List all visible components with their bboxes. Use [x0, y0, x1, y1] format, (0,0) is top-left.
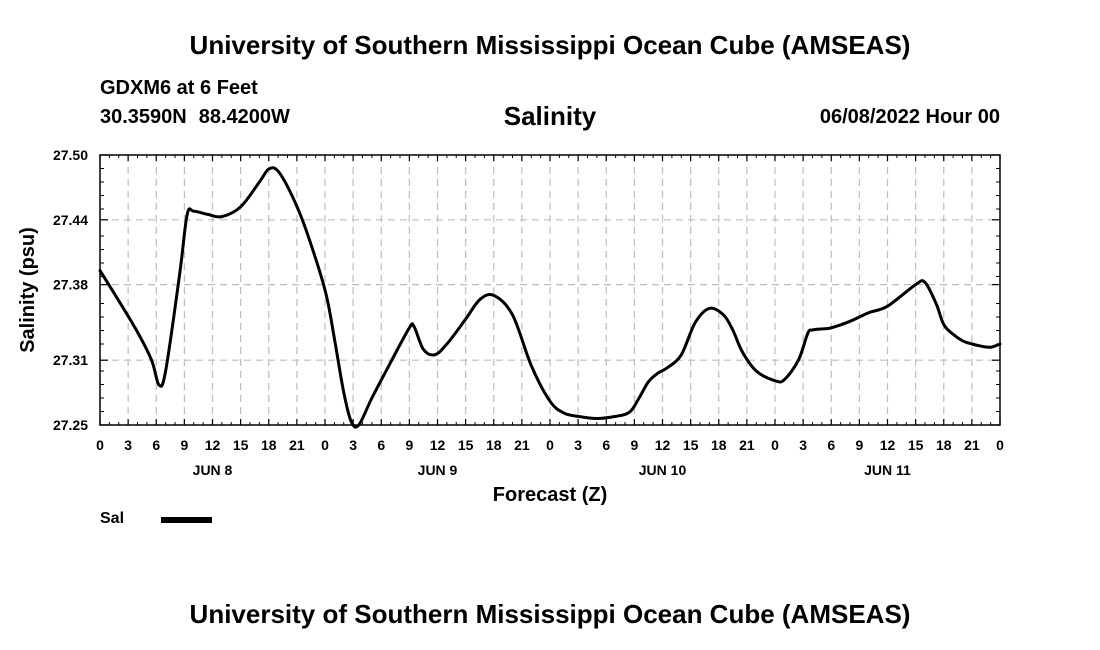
x-tick-label: 6: [602, 437, 610, 453]
x-tick-label: 15: [683, 437, 699, 453]
x-tick-label: 0: [546, 437, 554, 453]
day-label: JUN 8: [193, 462, 233, 478]
x-axis-label: Forecast (Z): [493, 484, 607, 506]
longitude-label: 88.4200W: [198, 106, 290, 128]
plot-frame: [99, 154, 1001, 426]
x-tick-label: 3: [124, 437, 132, 453]
x-tick-label: 18: [261, 437, 277, 453]
y-tick-label: 27.31: [53, 352, 88, 368]
day-label: JUN 9: [418, 462, 458, 478]
x-tick-label: 21: [289, 437, 305, 453]
forecast-datetime: 06/08/2022 Hour 00: [819, 106, 1000, 128]
x-tick-label: 18: [486, 437, 502, 453]
x-tick-label: 21: [739, 437, 755, 453]
x-tick-label: 3: [574, 437, 582, 453]
y-axis-label: Salinity (psu): [17, 227, 39, 353]
coordinates: 30.3590N 88.4200W: [100, 106, 290, 129]
x-tick-label: 21: [964, 437, 980, 453]
x-tick-label: 0: [771, 437, 779, 453]
x-tick-label: 18: [936, 437, 952, 453]
x-tick-label: 9: [630, 437, 638, 453]
x-tick-label: 15: [908, 437, 924, 453]
x-tick-label: 6: [152, 437, 160, 453]
y-tick-label: 27.25: [53, 417, 88, 433]
page-title-bottom: University of Southern Mississippi Ocean…: [189, 599, 911, 629]
x-tick-label: 9: [855, 437, 863, 453]
grid-lines: [100, 155, 1000, 425]
y-tick-label: 27.50: [53, 147, 88, 163]
y-tick-label: 27.44: [53, 212, 88, 228]
salinity-series-line: [98, 166, 1002, 429]
x-tick-label: 0: [321, 437, 329, 453]
x-tick-label: 12: [655, 437, 671, 453]
x-tick-label: 3: [799, 437, 807, 453]
x-tick-label: 18: [711, 437, 727, 453]
day-label: JUN 11: [864, 462, 911, 478]
y-tick-label: 27.38: [53, 277, 88, 293]
page-title-top: University of Southern Mississippi Ocean…: [189, 30, 911, 60]
y-tick-labels: 27.25 27.31 27.38 27.44 27.50: [53, 147, 88, 433]
x-tick-label: 12: [205, 437, 221, 453]
x-tick-label: 12: [430, 437, 446, 453]
chart-title: Salinity: [503, 101, 597, 131]
latitude-label: 30.3590N: [100, 106, 187, 128]
day-labels: JUN 8 JUN 9 JUN 10 JUN 11: [193, 462, 911, 478]
x-tick-label: 9: [405, 437, 413, 453]
x-tick-labels: 0 3 6 9 12 15 18 21 0 3 6 9 12 15 18 21 0 3 6 9 12 15 18 21 0 3 6 9…: [96, 437, 1004, 453]
legend-line-swatch: [161, 517, 212, 523]
x-tick-label: 6: [827, 437, 835, 453]
x-tick-label: 0: [96, 437, 104, 453]
x-tick-label: 15: [233, 437, 249, 453]
x-tick-label: 15: [458, 437, 474, 453]
day-label: JUN 10: [639, 462, 687, 478]
x-tick-label: 0: [996, 437, 1004, 453]
x-tick-label: 12: [880, 437, 896, 453]
x-tick-label: 6: [377, 437, 385, 453]
x-tick-label: 21: [514, 437, 530, 453]
x-tick-label: 9: [180, 437, 188, 453]
legend-label: Sal: [100, 510, 125, 527]
station-label: GDXM6 at 6 Feet: [100, 77, 258, 99]
x-tick-label: 3: [349, 437, 357, 453]
